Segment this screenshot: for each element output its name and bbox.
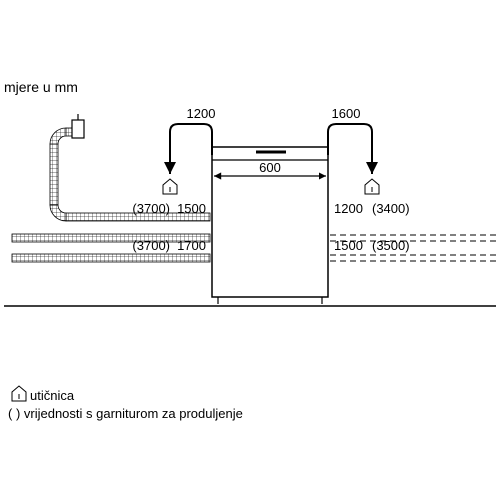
- label-mid-left-paren: (3700): [132, 201, 170, 216]
- label-top-right: 1600: [332, 106, 361, 121]
- label-low-right-paren: (3500): [372, 238, 410, 253]
- installation-diagram: mjere u mm 1200 1600 600 1500 (3700) 1200 (3400…: [0, 0, 500, 500]
- valve-icon: [72, 120, 84, 138]
- label-mid-right-paren: (3400): [372, 201, 410, 216]
- label-low-left: 1700: [177, 238, 206, 253]
- label-low-right: 1500: [334, 238, 363, 253]
- hose-top-left: [170, 124, 212, 174]
- label-top-left: 1200: [187, 106, 216, 121]
- legend-paren: ( ) vrijednosti s garniturom za produlje…: [8, 406, 243, 421]
- hose-top-right: [328, 124, 372, 174]
- legend-socket: utičnica: [30, 388, 75, 403]
- label-width: 600: [259, 160, 281, 175]
- label-mid-right: 1200: [334, 201, 363, 216]
- title-text: mjere u mm: [4, 79, 78, 95]
- label-low-left-paren: (3700): [132, 238, 170, 253]
- label-mid-left: 1500: [177, 201, 206, 216]
